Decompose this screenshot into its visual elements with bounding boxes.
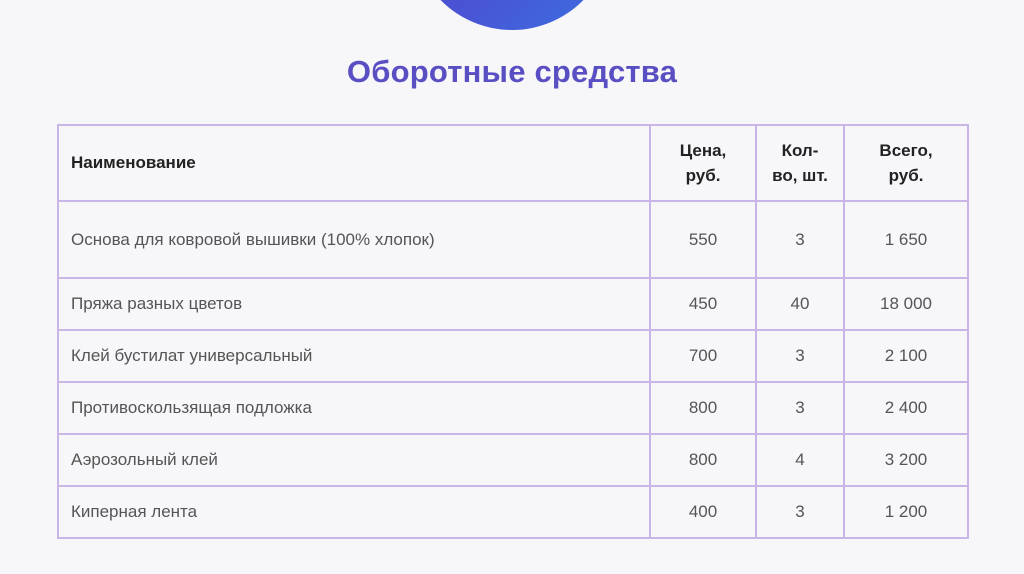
slide-title: Оборотные средства [346, 54, 678, 89]
working-capital-table: Наименование Цена, руб. Кол- во, шт. Все… [57, 124, 969, 539]
row-total: 3 200 [843, 433, 969, 487]
header-total: Всего, руб. [843, 124, 969, 202]
row-total: 1 200 [843, 485, 969, 539]
row-qty: 40 [755, 277, 845, 331]
row-name: Основа для ковровой вышивки (100% хлопок… [57, 200, 651, 279]
table-row: Противоскользящая подложка 800 3 2 400 [57, 381, 969, 435]
header-price: Цена, руб. [649, 124, 757, 202]
table-row: Пряжа разных цветов 450 40 18 000 [57, 277, 969, 331]
table-row: Основа для ковровой вышивки (100% хлопок… [57, 200, 969, 279]
row-qty: 4 [755, 433, 845, 487]
row-qty: 3 [755, 381, 845, 435]
table-row: Аэрозольный клей 800 4 3 200 [57, 433, 969, 487]
header-price-label: Цена, руб. [679, 141, 727, 185]
row-name: Киперная лента [57, 485, 651, 539]
table-row: Киперная лента 400 3 1 200 [57, 485, 969, 539]
row-qty: 3 [755, 329, 845, 383]
table-row: Клей бустилат универсальный 700 3 2 100 [57, 329, 969, 383]
row-total: 2 400 [843, 381, 969, 435]
header-total-label: Всего, руб. [879, 141, 933, 185]
header-qty: Кол- во, шт. [755, 124, 845, 202]
row-price: 700 [649, 329, 757, 383]
header-name: Наименование [57, 124, 651, 202]
row-total: 1 650 [843, 200, 969, 279]
row-qty: 3 [755, 485, 845, 539]
row-price: 550 [649, 200, 757, 279]
row-name: Клей бустилат универсальный [57, 329, 651, 383]
header-qty-label: Кол- во, шт. [772, 141, 828, 185]
row-total: 2 100 [843, 329, 969, 383]
row-price: 400 [649, 485, 757, 539]
row-name: Аэрозольный клей [57, 433, 651, 487]
row-qty: 3 [755, 200, 845, 279]
decorative-circle [412, 0, 612, 30]
row-name: Противоскользящая подложка [57, 381, 651, 435]
table-header-row: Наименование Цена, руб. Кол- во, шт. Все… [57, 124, 969, 202]
row-price: 450 [649, 277, 757, 331]
row-name: Пряжа разных цветов [57, 277, 651, 331]
row-price: 800 [649, 433, 757, 487]
row-price: 800 [649, 381, 757, 435]
row-total: 18 000 [843, 277, 969, 331]
